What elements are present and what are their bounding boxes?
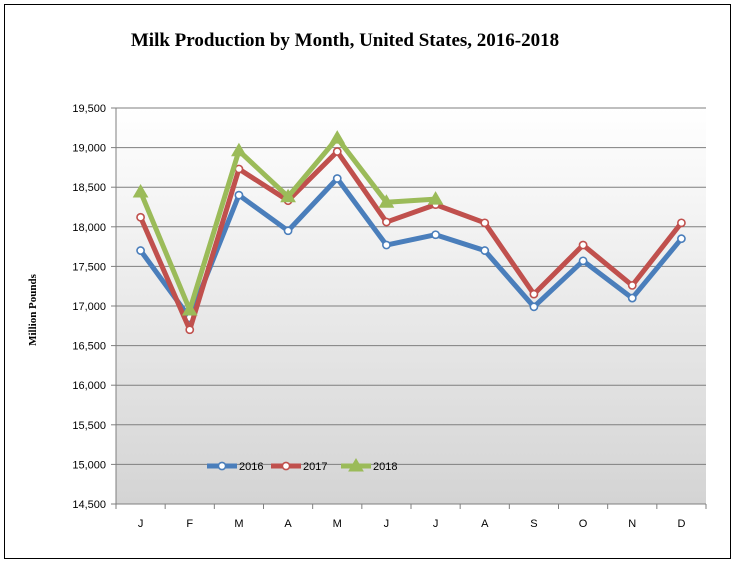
legend-marker-2018 <box>348 458 364 472</box>
data-point-2016 <box>234 190 244 200</box>
x-tick-label: S <box>530 518 537 530</box>
series-line-2016 <box>138 175 684 321</box>
data-point-2017 <box>185 325 195 335</box>
x-tick-label: O <box>579 518 588 530</box>
x-tick-label: M <box>333 518 342 530</box>
data-point-2016 <box>627 293 637 303</box>
data-point-2018 <box>378 194 395 208</box>
y-tick-label: 18,000 <box>72 222 106 234</box>
data-point-2016 <box>529 302 539 312</box>
data-point-2018 <box>231 142 247 157</box>
legend-label-2017: 2017 <box>303 461 327 473</box>
y-tick-label: 15,500 <box>72 420 106 432</box>
x-tick-label: J <box>384 518 390 530</box>
series-line-2017 <box>138 149 684 333</box>
data-point-2017 <box>382 217 391 227</box>
data-point-2016 <box>431 230 440 240</box>
y-tick-label: 17,000 <box>72 301 106 313</box>
data-point-2017 <box>136 212 145 222</box>
data-point-2017 <box>677 218 686 228</box>
data-point-2017 <box>627 281 637 290</box>
y-tick-label: 18,500 <box>72 182 106 194</box>
legend-label-2018: 2018 <box>373 461 397 473</box>
data-point-2018 <box>280 188 296 203</box>
x-tick-label: N <box>628 518 636 530</box>
x-tick-label: D <box>677 518 685 530</box>
data-point-2017 <box>480 218 490 228</box>
x-tick-label: A <box>284 518 292 530</box>
x-tick-label: M <box>234 518 243 530</box>
legend-marker-2016 <box>217 461 227 471</box>
data-point-2018 <box>427 191 444 205</box>
data-point-2016 <box>332 174 342 183</box>
data-point-2016 <box>677 234 686 244</box>
y-tick-label: 16,500 <box>72 341 106 353</box>
data-point-2016 <box>578 256 588 266</box>
y-tick-label: 17,500 <box>72 261 106 273</box>
legend-label-2016: 2016 <box>239 461 263 473</box>
x-tick-label: J <box>433 518 439 530</box>
data-point-2018 <box>132 183 149 198</box>
y-tick-label: 15,000 <box>72 459 106 471</box>
x-tick-label: J <box>138 518 144 530</box>
y-tick-label: 19,500 <box>72 103 106 115</box>
x-tick-label: A <box>481 518 489 530</box>
legend-marker-2017 <box>281 461 291 471</box>
data-point-2018 <box>181 301 198 316</box>
y-tick-label: 14,500 <box>72 499 106 511</box>
data-point-2017 <box>332 147 342 156</box>
data-point-2016 <box>136 246 145 255</box>
data-point-2016 <box>382 240 391 250</box>
data-point-2018 <box>329 130 346 144</box>
data-point-2016 <box>283 226 293 236</box>
data-point-2016 <box>480 246 490 255</box>
data-point-2017 <box>529 289 539 299</box>
data-point-2017 <box>578 240 588 250</box>
x-tick-label: F <box>186 518 193 530</box>
chart-title: Milk Production by Month, United States,… <box>130 30 560 51</box>
y-tick-label: 19,000 <box>72 143 106 155</box>
y-tick-label: 16,000 <box>72 380 106 392</box>
